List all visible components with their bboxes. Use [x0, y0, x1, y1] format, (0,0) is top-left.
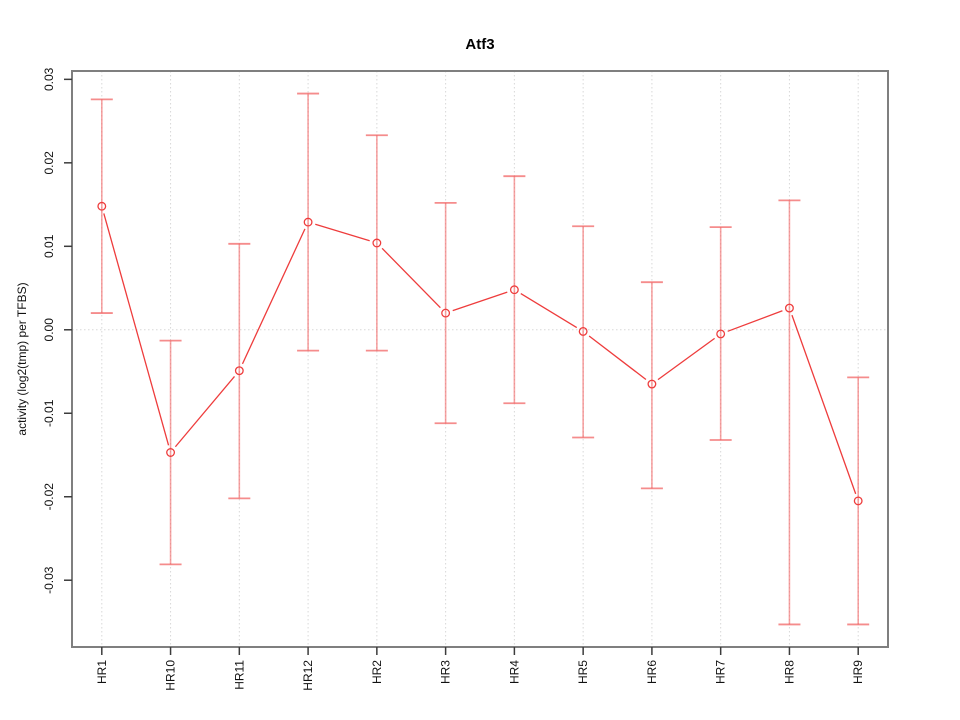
series-segment [588, 335, 647, 381]
x-tick-label: HR11 [232, 660, 246, 690]
x-tick-label: HR5 [576, 660, 590, 684]
x-tick-label: HR3 [439, 660, 453, 684]
series-segment [381, 247, 441, 309]
data-point-marker [784, 303, 794, 313]
y-tick-label: -0.03 [42, 566, 56, 594]
data-point-marker [372, 238, 382, 248]
x-tick-label: HR1 [95, 660, 109, 684]
y-tick-label: -0.01 [42, 399, 56, 427]
x-tick-label: HR2 [370, 660, 384, 684]
series-segment [315, 223, 370, 242]
x-tick-label: HR6 [645, 660, 659, 684]
data-point-marker [97, 201, 107, 211]
series-segment [241, 228, 306, 365]
series-segment [452, 291, 508, 312]
data-point-marker [166, 448, 176, 457]
data-point-marker [234, 366, 244, 376]
series-segment [657, 337, 715, 381]
plot-border [71, 70, 889, 648]
series-segment [520, 293, 578, 329]
chart-layer: -0.03 -0.02 -0.01 0.00 0.01 0.02 0.03 HR1 HR10 HR… [42, 67, 889, 691]
series-segment [103, 213, 170, 446]
y-tick-label: 0.03 [42, 67, 56, 91]
data-point-marker [578, 327, 588, 336]
y-tick-label: 0.02 [42, 151, 56, 175]
chart-title: Atf3 [465, 36, 494, 53]
data-point-marker [853, 496, 863, 506]
series-segment [727, 310, 783, 332]
y-axis-label: activity (log2(tmp) per TFBS) [15, 282, 29, 435]
y-tick-label: 0.01 [42, 234, 56, 258]
data-point-marker [716, 329, 726, 339]
series-segment [791, 314, 857, 495]
x-tick-label: HR8 [782, 660, 796, 684]
data-point-marker [303, 217, 313, 227]
data-point-marker [647, 379, 657, 389]
x-tick-label: HR10 [164, 660, 178, 691]
data-point-marker [509, 285, 519, 295]
series-segment [174, 376, 235, 448]
data-point-marker [441, 308, 451, 318]
y-tick-label: -0.02 [42, 483, 56, 511]
x-tick-label: HR4 [507, 660, 521, 684]
y-tick-label: 0.00 [42, 318, 56, 342]
x-tick-label: HR7 [714, 660, 728, 684]
x-tick-label: HR9 [851, 660, 865, 684]
x-tick-label: HR12 [301, 660, 315, 691]
